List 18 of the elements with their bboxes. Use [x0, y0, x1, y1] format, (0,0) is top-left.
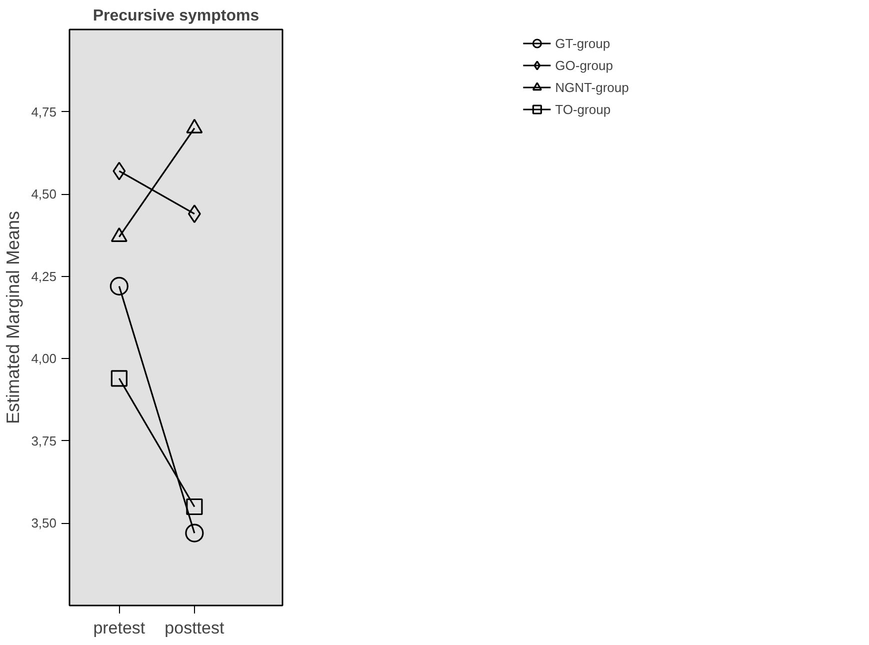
y-tick-label: 4,50	[31, 186, 57, 202]
point	[186, 498, 203, 516]
x-tick-label: pretest	[93, 618, 146, 638]
y-tick-label: 4,25	[31, 268, 57, 284]
y-tick-label: 4,75	[31, 104, 57, 120]
point	[185, 524, 204, 542]
point	[110, 370, 128, 387]
legend-label: TO-group	[555, 102, 611, 116]
x-tick-label: posttest	[164, 618, 224, 638]
y-tick-label: 3,75	[31, 433, 57, 448]
y-tick-label: 4,00	[31, 351, 57, 366]
y-tick-label: 3,50	[31, 516, 57, 531]
legend-label: GO-group	[555, 58, 613, 72]
point	[110, 276, 128, 296]
y-axis-title: Estimated Marginal Means	[3, 210, 24, 424]
chart-title: Precursive symptoms	[92, 8, 260, 24]
legend-label: GT-group	[555, 36, 610, 50]
legend-label: NGNT-group	[555, 80, 629, 94]
